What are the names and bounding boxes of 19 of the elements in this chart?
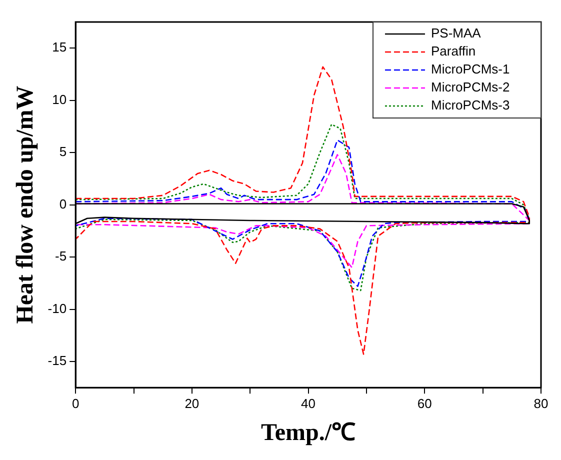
x-axis-title: Temp./℃ [261,420,356,446]
x-tick-label: 0 [72,396,80,411]
x-tick-label: 60 [417,396,432,411]
y-tick-label: 5 [59,144,67,160]
y-tick-label: 10 [52,92,67,107]
x-tick-label: 20 [184,396,200,411]
legend-label: PS-MAA [431,26,482,41]
y-tick-label: -10 [48,300,67,316]
legend-label: MicroPCMs-2 [431,80,510,95]
x-tick-label: 40 [301,396,316,411]
y-tick-label: 15 [52,40,67,55]
y-tick-label: -5 [55,248,67,264]
y-tick-label: -15 [48,353,67,368]
legend-label: Paraffin [431,44,476,59]
y-tick-label: 0 [59,196,67,212]
legend-label: MicroPCMs-1 [431,62,510,77]
legend-label: MicroPCMs-3 [431,98,510,113]
y-axis-title: Heat flow endo up/mW [12,86,39,324]
x-tick-label: 80 [534,396,548,411]
